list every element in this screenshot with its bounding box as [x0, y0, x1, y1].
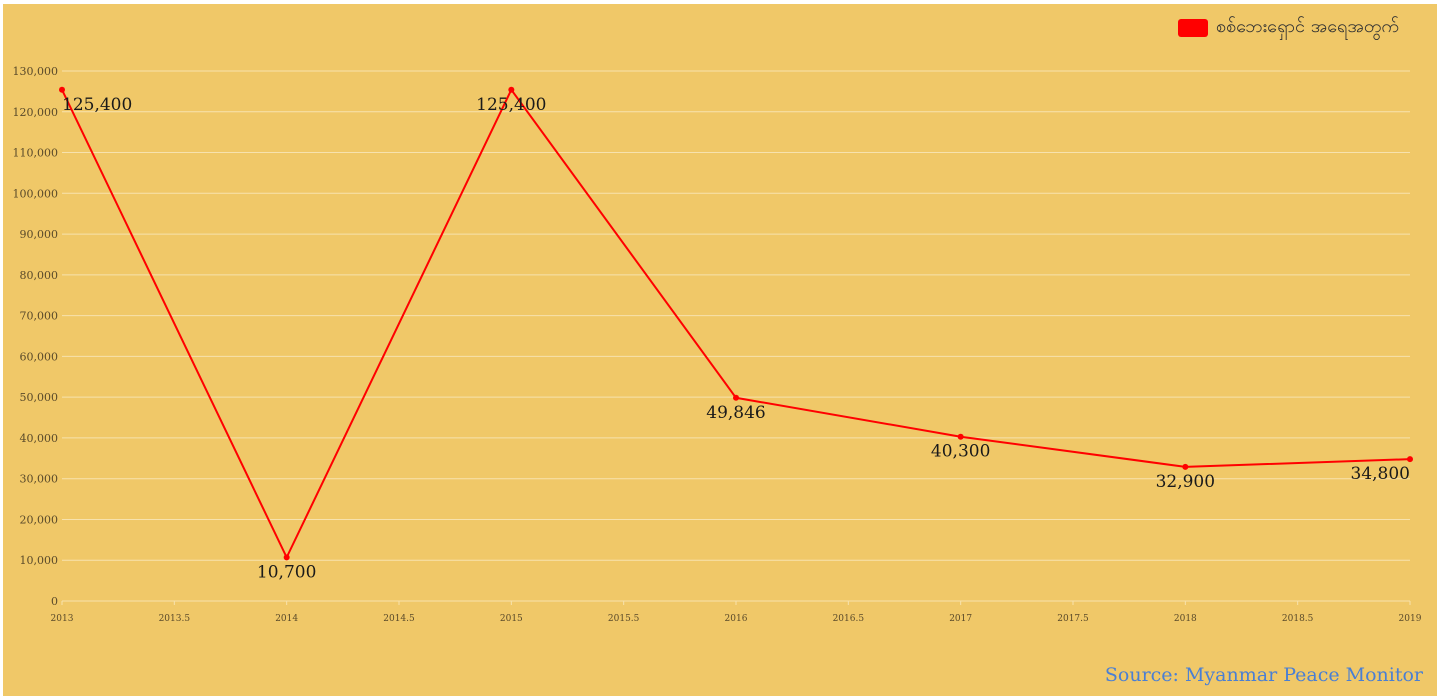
x-tick-label: 2015	[500, 614, 523, 624]
series	[59, 86, 1413, 561]
data-labels: 125,400 10,700 125,400 49,846 40,300 32,900 34…	[62, 95, 1410, 583]
data-label: 40,300	[931, 442, 990, 462]
x-tick-label: 2013.5	[159, 614, 191, 624]
legend: စစ်ဘေးရှောင် အရေအတွက်	[1177, 14, 1399, 41]
gridlines	[62, 70, 1410, 602]
x-axis: 2013 2013.5 2014 2014.5 2015 2015.5 2016 2016.5…	[51, 601, 1422, 624]
y-tick-label: 0	[51, 595, 58, 608]
data-point[interactable]	[1407, 456, 1413, 463]
y-tick-label: 30,000	[20, 473, 59, 486]
data-point[interactable]	[59, 86, 65, 93]
y-tick-label: 20,000	[20, 513, 59, 526]
x-tick-label: 2014.5	[383, 614, 415, 624]
x-tick-label: 2018.5	[1282, 614, 1314, 624]
x-tick-label: 2017	[949, 614, 972, 624]
y-tick-label: 130,000	[13, 65, 59, 78]
data-label: 125,400	[62, 95, 132, 115]
data-label: 32,900	[1156, 472, 1215, 492]
source-credit: Source: Myanmar Peace Monitor	[1104, 664, 1423, 686]
data-label: 49,846	[706, 403, 765, 423]
x-tick-label: 2018	[1174, 614, 1197, 624]
x-tick-label: 2016	[725, 614, 748, 624]
data-point[interactable]	[1182, 463, 1189, 470]
y-tick-label: 120,000	[13, 106, 59, 119]
y-tick-label: 100,000	[13, 187, 59, 200]
x-tick-label: 2015.5	[608, 614, 640, 624]
data-point[interactable]	[957, 433, 964, 440]
data-label: 125,400	[476, 95, 546, 115]
y-tick-label: 40,000	[20, 432, 59, 445]
data-point[interactable]	[733, 394, 739, 401]
legend-label: စစ်ဘေးရှောင် အရေအတွက်	[1215, 16, 1399, 37]
data-label: 10,700	[257, 562, 316, 582]
data-point[interactable]	[283, 554, 290, 561]
y-tick-label: 50,000	[20, 391, 59, 404]
data-point[interactable]	[508, 86, 515, 93]
y-tick-label: 70,000	[20, 310, 59, 323]
legend-swatch	[1177, 18, 1208, 37]
y-tick-label: 110,000	[13, 147, 59, 160]
chart-panel: 0 10,000 20,000 30,000 40,000 50,000 60,000 70,…	[3, 4, 1437, 696]
y-tick-label: 80,000	[20, 269, 59, 282]
x-tick-label: 2019	[1399, 614, 1422, 624]
x-tick-label: 2016.5	[833, 614, 865, 624]
data-label: 34,800	[1351, 464, 1410, 484]
x-tick-label: 2014	[275, 614, 298, 624]
line-chart: 0 10,000 20,000 30,000 40,000 50,000 60,000 70,…	[13, 65, 1422, 624]
y-tick-label: 10,000	[20, 554, 59, 567]
x-tick-label: 2013	[51, 614, 74, 624]
y-axis: 0 10,000 20,000 30,000 40,000 50,000 60,000 70,…	[13, 65, 59, 608]
x-tick-label: 2017.5	[1057, 614, 1089, 624]
y-tick-label: 60,000	[20, 350, 59, 363]
y-tick-label: 90,000	[20, 228, 59, 241]
